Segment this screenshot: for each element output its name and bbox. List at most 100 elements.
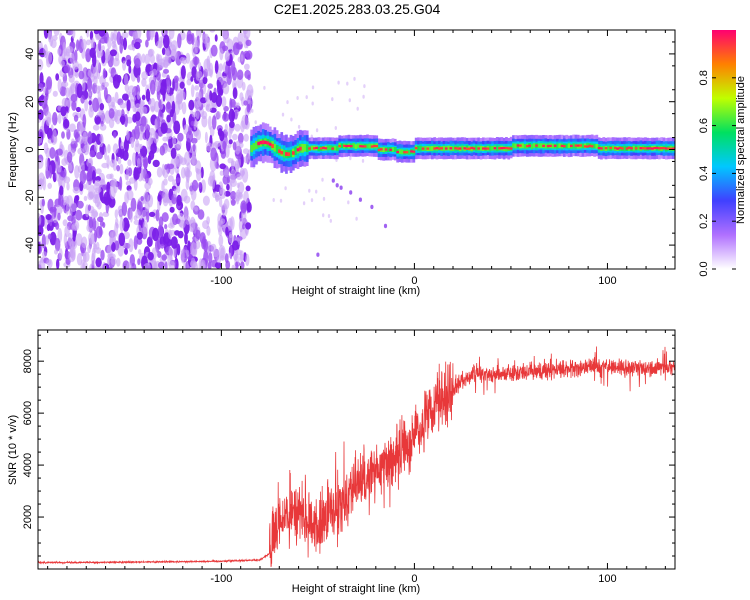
spectrogram-noise-cell: [190, 200, 196, 211]
spectrogram-signal-cell: [259, 140, 263, 145]
spectrogram-noise-cell: [197, 209, 205, 220]
spectrogram-noise-cell: [363, 84, 366, 89]
spectrogram-noise-cell: [219, 163, 226, 170]
spectrogram-noise-cell: [195, 71, 200, 81]
spectrogram-signal-cell: [607, 145, 610, 151]
spectrogram-noise-cell: [124, 248, 128, 255]
spectrogram-noise-cell: [311, 85, 315, 90]
spectrogram-signal-cell: [586, 142, 589, 148]
spectrogram-signal-cell: [623, 145, 626, 151]
spectrogram-signal-cell: [583, 145, 587, 148]
spectrogram-signal-cell: [519, 144, 522, 147]
spectrogram-noise-cell: [346, 81, 349, 86]
spectrogram-signal-cell: [331, 147, 335, 150]
spectrogram-noise-cell: [221, 96, 227, 108]
spectrogram-noise-cell: [159, 81, 167, 96]
spectrogram-signal-cell: [278, 149, 281, 153]
spectrogram-noise-cell: [75, 233, 83, 247]
spectrogram-noise-cell: [96, 52, 103, 59]
spectrogram-signal-cell: [475, 145, 478, 151]
spectrogram-signal-cell: [308, 147, 311, 150]
spectrogram-noise-cell: [53, 204, 57, 218]
spectrogram-noise-cell: [90, 37, 95, 50]
spectrogram-signal-cell: [551, 143, 555, 149]
spectrogram-noise-cell: [204, 131, 208, 144]
spectrogram-noise-cell: [322, 196, 326, 201]
spectrogram-noise-cell: [182, 91, 186, 100]
spectrogram-noise-cell: [63, 176, 71, 184]
spectrogram-x-tick-label: 0: [411, 275, 417, 287]
spectrogram-noise-cell: [315, 189, 318, 194]
spectrogram-noise-cell: [109, 231, 114, 245]
spectrogram-signal-cell: [400, 149, 404, 155]
spectrogram-signal-cell: [282, 150, 286, 158]
spectrogram-signal-cell: [322, 146, 325, 149]
spectrogram-noise-cell: [216, 71, 222, 81]
spectrogram-noise-cell: [184, 231, 188, 245]
spectrogram-noise-cell: [202, 220, 210, 230]
spectrogram-noise-cell: [216, 111, 222, 119]
spectrogram-noise-cell: [245, 39, 252, 46]
spectrogram-y-ticks: -40 -20 0 20 40: [24, 41, 675, 258]
spectrogram-noise-cell: [72, 229, 76, 242]
spectrogram-signal-cell: [472, 147, 476, 150]
spectrogram-noise-cell: [130, 95, 136, 102]
spectrogram-signal-cell: [377, 148, 381, 152]
spectrogram-noise-cell: [229, 121, 235, 129]
spectrogram-signal-cell: [461, 145, 464, 151]
spectrogram-noise-cell: [57, 48, 62, 55]
spectrogram-noise-cell: [177, 132, 184, 142]
spectrogram-noise-cell: [96, 201, 102, 210]
spectrogram-noise-cell: [62, 199, 68, 206]
spectrogram-noise-cell: [87, 204, 91, 211]
spectrogram-noise-cell: [233, 111, 238, 120]
spectrogram-noise-cell: [62, 41, 66, 54]
colorbar-gradient: [712, 30, 736, 269]
spectrogram-signal-cell: [553, 144, 557, 147]
spectrogram-noise-cell: [232, 133, 238, 141]
spectrogram-noise-cell: [243, 190, 249, 204]
spectrogram-signal-cell: [618, 146, 622, 149]
spectrogram-noise-cell: [112, 57, 120, 67]
spectrogram-noise-cell: [206, 142, 213, 152]
spectrogram-signal-cell: [651, 147, 654, 150]
spectrogram-noise-cell: [56, 148, 63, 156]
spectrogram-noise-cell: [127, 159, 132, 167]
spectrogram-noise-cell: [164, 164, 168, 170]
spectrogram-signal-cell: [507, 147, 511, 150]
spectrogram-noise-cell: [137, 258, 141, 266]
snr-y-tick-label: 2000: [22, 505, 34, 529]
spectrogram-y-tick-label: 40: [24, 48, 36, 60]
spectrogram-noise-cell: [177, 33, 182, 49]
spectrogram-noise-cell: [149, 30, 156, 38]
spectrogram-noise-cell: [217, 213, 223, 227]
spectrogram-noise-cell: [92, 124, 100, 131]
spectrogram-signal-cell: [609, 146, 613, 150]
spectrogram-noise-cell: [75, 209, 83, 221]
spectrogram-sidelobe-cell: [335, 183, 339, 188]
spectrogram-noise-cell: [123, 231, 130, 240]
spectrogram-noise-cell: [202, 76, 208, 85]
spectrogram-noise-cell: [228, 125, 232, 140]
spectrogram-noise-cell: [212, 249, 220, 258]
spectrogram-signal-cell: [546, 145, 550, 148]
spectrogram-noise-cell: [95, 257, 102, 268]
spectrogram-noise-cell: [45, 214, 52, 221]
snr-y-label: SNR (10 * v/v): [7, 415, 19, 485]
spectrogram-noise-cell: [95, 247, 102, 254]
spectrogram-noise-cell: [152, 159, 160, 168]
spectrogram-noise-cell: [171, 100, 176, 114]
spectrogram-noise-cell: [66, 151, 73, 163]
spectrogram-noise-cell: [41, 198, 45, 207]
spectrogram-signal-cell: [273, 143, 277, 152]
spectrogram-noise-cell: [111, 101, 115, 108]
spectrogram-signal-cell: [387, 147, 390, 153]
spectrogram-noise-cell: [186, 249, 190, 258]
spectrogram-noise-cell: [224, 253, 229, 264]
spectrogram-signal-cell: [495, 146, 499, 152]
spectrogram-noise-cell: [120, 141, 124, 150]
spectrogram-signal-cell: [336, 146, 339, 151]
spectrogram-noise-cell: [109, 173, 114, 180]
snr-x-label: Height of straight line (km): [292, 583, 420, 595]
spectrogram-noise-cell: [85, 181, 90, 191]
